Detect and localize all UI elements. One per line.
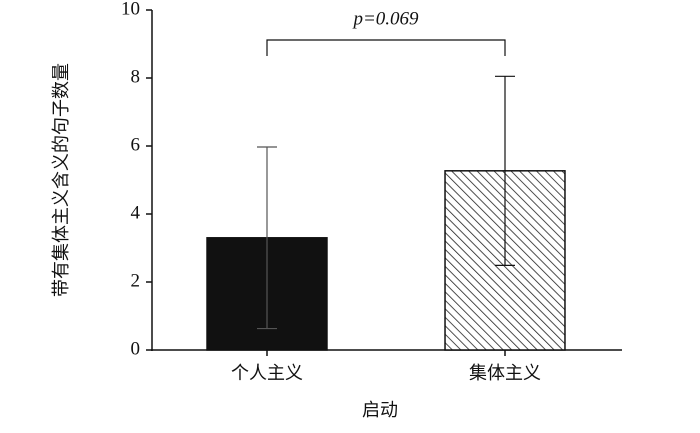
y-tick-label: 10 bbox=[121, 0, 140, 19]
error-bar bbox=[495, 75, 515, 266]
y-axis-label: 带有集体主义含义的句子数量 bbox=[51, 63, 72, 297]
x-axis-label: 启动 bbox=[362, 400, 398, 421]
x-tick-label: 个人主义 bbox=[231, 363, 303, 384]
y-tick-label: 2 bbox=[131, 270, 141, 291]
y-tick-label: 4 bbox=[131, 202, 141, 223]
x-tick-label: 集体主义 bbox=[469, 363, 541, 384]
error-bar bbox=[257, 146, 277, 330]
y-tick-label: 0 bbox=[131, 338, 141, 359]
y-tick-label: 6 bbox=[131, 134, 141, 155]
significance-label: p=0.069 bbox=[351, 8, 419, 29]
significance-bracket bbox=[266, 39, 506, 56]
y-tick-label: 8 bbox=[131, 66, 141, 87]
